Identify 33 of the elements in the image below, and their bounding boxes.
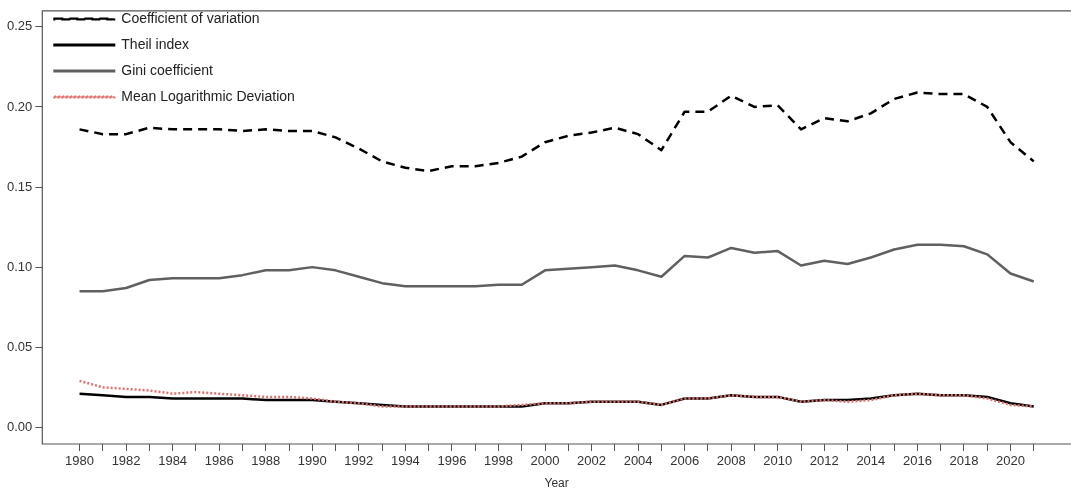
y-tick-label: 0.00 (6, 418, 33, 434)
x-axis-title: Year (544, 476, 569, 491)
x-tick-label: 1992 (344, 453, 374, 469)
x-tick-label: 1994 (390, 453, 420, 469)
legend-label: Theil index (121, 35, 189, 52)
x-tick-label: 1990 (297, 453, 327, 469)
x-tick-label: 1986 (204, 453, 234, 469)
x-tick-label: 2010 (763, 453, 793, 469)
legend-label: Gini coefficient (121, 61, 213, 78)
x-tick-label: 1988 (251, 453, 281, 469)
x-tick-label: 1982 (111, 453, 141, 469)
x-tick-label: 2002 (577, 453, 607, 469)
x-tick-label: 1984 (158, 453, 188, 469)
x-tick-label: 2008 (716, 453, 746, 469)
y-tick-label: 0.10 (6, 258, 33, 274)
y-tick-label: 0.05 (6, 338, 33, 354)
legend-label: Coefficient of variation (121, 9, 260, 26)
x-tick-label: 2000 (530, 453, 560, 469)
x-tick-label: 1996 (437, 453, 467, 469)
y-tick-label: 0.15 (6, 178, 33, 194)
legend-label: Mean Logarithmic Deviation (121, 87, 295, 104)
x-tick-label: 1980 (65, 453, 94, 469)
line-series (78, 91, 1036, 173)
x-tick-label: 2020 (996, 453, 1025, 469)
x-tick-label: 2018 (949, 453, 979, 469)
x-tick-label: 2016 (902, 453, 932, 469)
y-tick-label: 0.25 (6, 18, 33, 34)
x-tick-label: 2006 (670, 453, 700, 469)
x-tick-label: 2014 (856, 453, 886, 469)
x-tick-label: 2012 (809, 453, 839, 469)
x-tick-label: 2004 (623, 453, 653, 469)
y-tick-label: 0.20 (6, 98, 33, 114)
x-tick-label: 1998 (484, 453, 513, 469)
